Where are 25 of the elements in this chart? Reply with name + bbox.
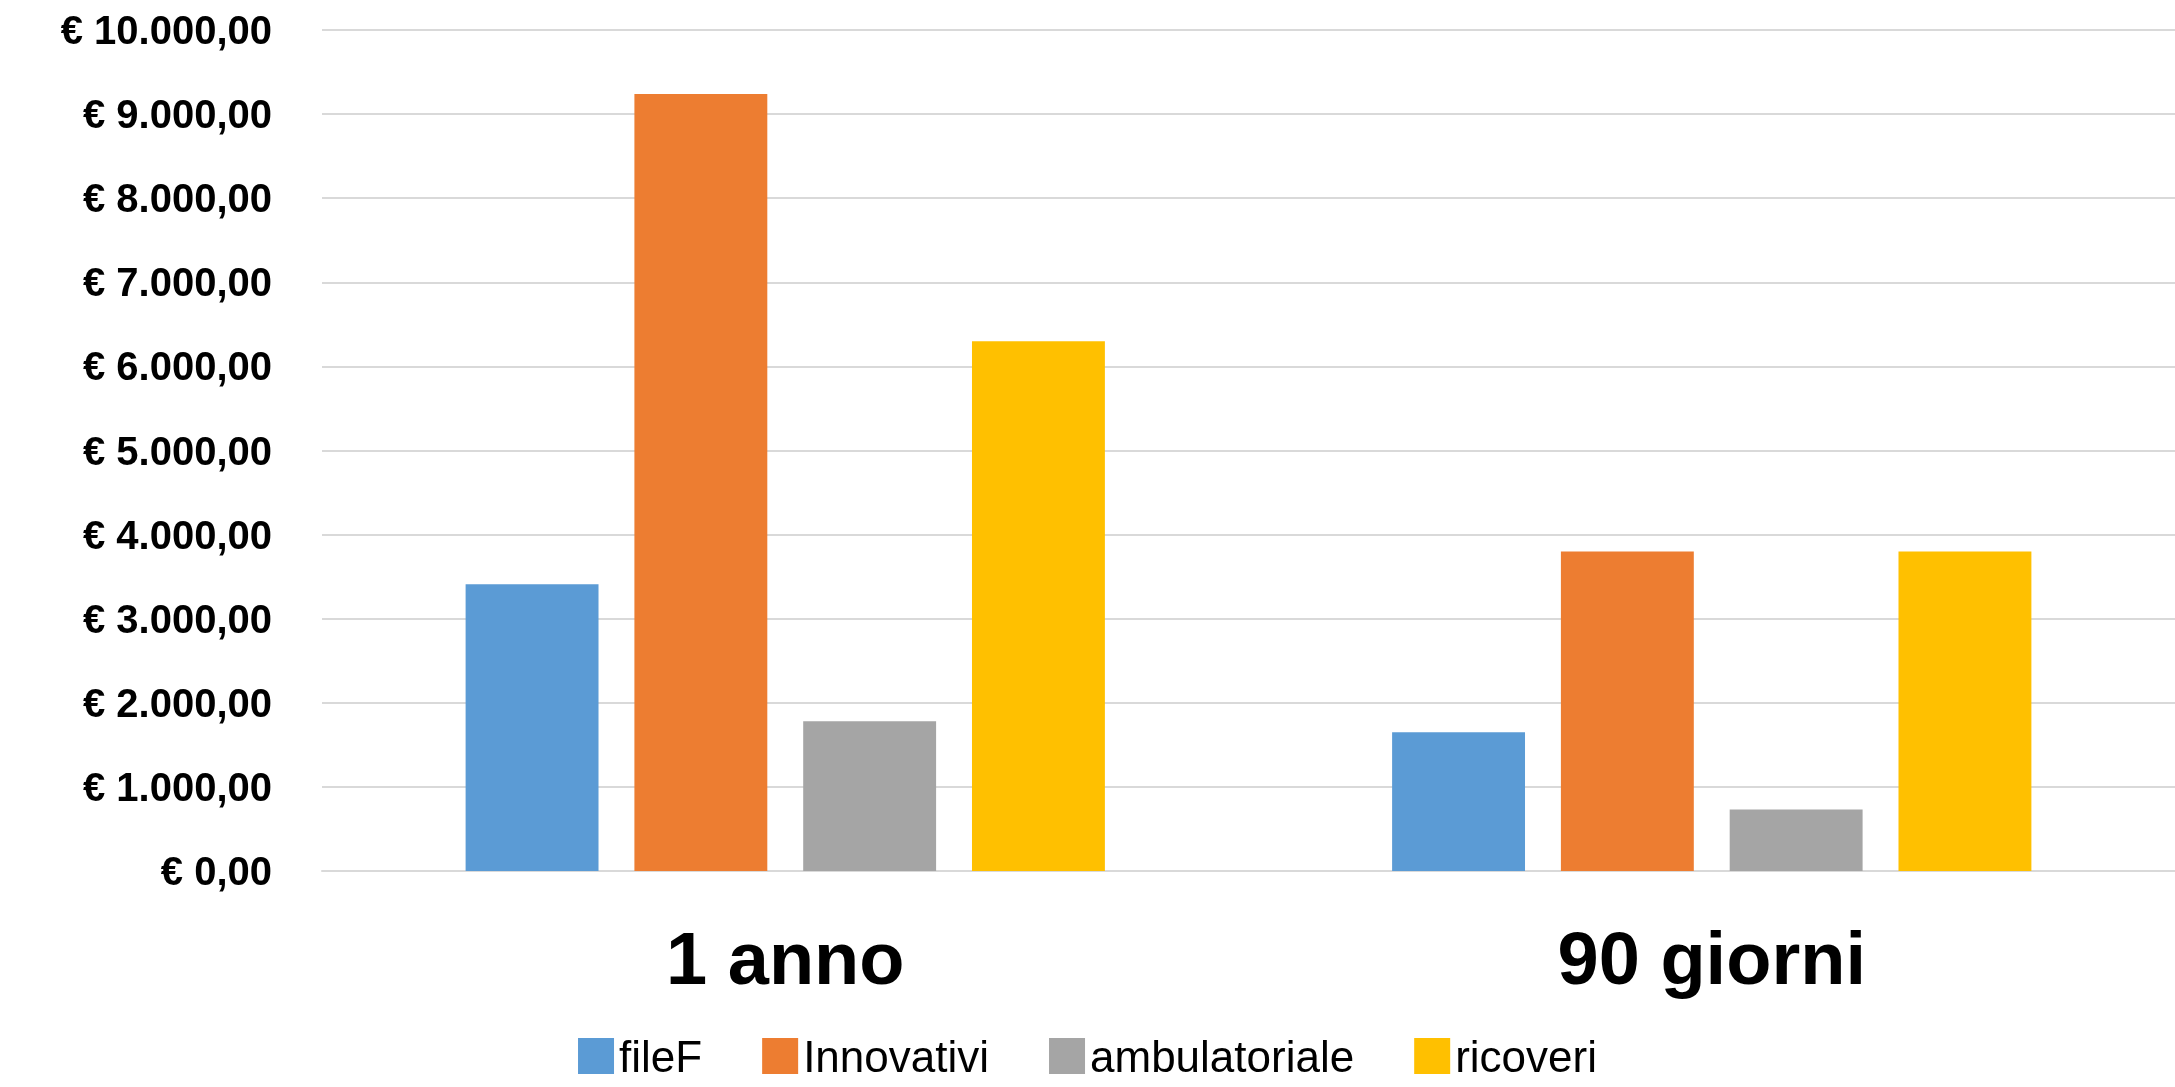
y-tick-label: € 0,00 [160,849,272,893]
bar [971,341,1105,871]
x-tick-label: 1 anno [666,916,905,1000]
y-tick-label: € 7.000,00 [82,260,272,305]
legend-label: Innovativi [803,1031,990,1081]
legend-label: fileF [619,1031,703,1081]
y-tick-label: € 4.000,00 [82,512,272,557]
legend-label: ambulatoriale [1090,1031,1355,1081]
y-tick-label: € 5.000,00 [82,428,272,473]
y-tick-label: € 10.000,00 [60,8,272,52]
x-tick-label: 90 giorni [1557,916,1866,1000]
bar [634,93,768,871]
bar [1898,551,2032,871]
y-tick-label: € 8.000,00 [82,176,272,221]
bar [1729,809,1863,871]
bar [1392,732,1526,871]
y-tick-label: € 9.000,00 [82,92,272,137]
bar [1560,551,1694,871]
legend-label: ricoveri [1455,1031,1597,1081]
y-tick-label: € 1.000,00 [82,764,272,809]
bar [465,584,599,871]
y-tick-label: € 6.000,00 [82,344,272,389]
bar [803,721,937,871]
y-tick-label: € 2.000,00 [82,680,272,725]
y-tick-label: € 3.000,00 [82,596,272,641]
